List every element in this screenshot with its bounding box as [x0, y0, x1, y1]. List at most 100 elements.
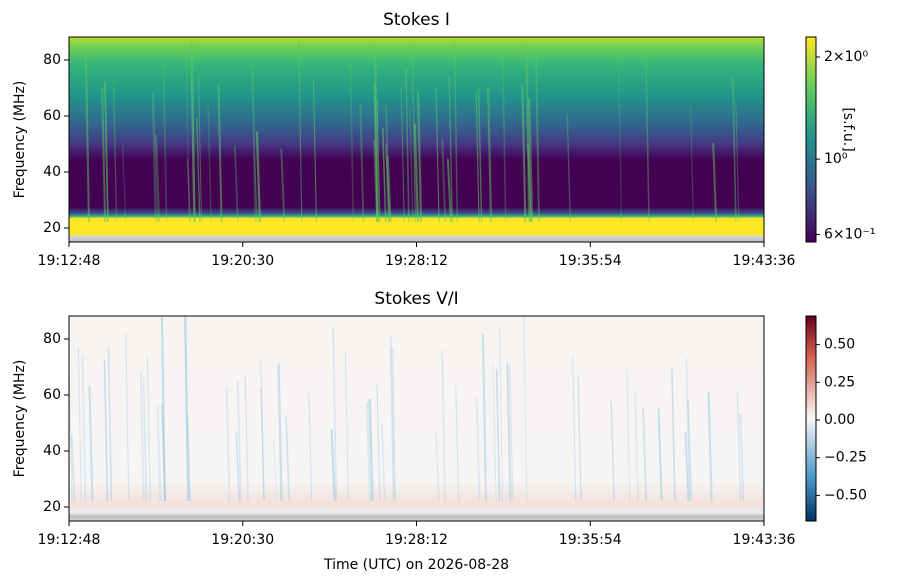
burst-streak	[207, 101, 212, 223]
burst-streak	[572, 355, 577, 502]
burst-streak	[657, 408, 663, 502]
colorbar-tick-label: −0.50	[824, 487, 867, 503]
y-tick-label: 20	[43, 220, 61, 236]
burst-streak	[146, 356, 151, 502]
burst-streak	[400, 87, 405, 223]
burst-streak	[162, 64, 168, 223]
colorbar-tick-label: 0.00	[824, 412, 855, 428]
burst-streak	[577, 376, 582, 502]
colorbar-tick-label: −0.25	[824, 450, 867, 466]
burst-streak	[707, 392, 713, 502]
burst-streak	[525, 55, 531, 223]
y-tick-label: 60	[43, 387, 61, 403]
burst-streak	[481, 333, 487, 502]
burst-streak	[260, 387, 265, 502]
burst-streak	[186, 413, 192, 502]
burst-streak	[77, 346, 82, 502]
colorbar-tick-label: 0.50	[824, 337, 855, 353]
burst-streak	[373, 83, 379, 223]
burst-streak	[687, 398, 692, 502]
burst-streak	[160, 317, 167, 502]
burst-streak	[435, 431, 440, 502]
burst-streak	[634, 391, 639, 502]
colorbar	[805, 315, 817, 522]
y-tick-label: 80	[43, 52, 61, 68]
burst-streak	[735, 100, 740, 223]
burst-streak	[642, 407, 648, 502]
burst-streak	[739, 414, 745, 502]
burst-streak	[81, 354, 87, 502]
x-tick-label: 19:20:30	[211, 532, 274, 548]
colorbar	[805, 36, 817, 243]
colorbar-tick-label: 2×10⁰	[824, 49, 868, 65]
burst-streak	[486, 86, 493, 223]
x-tick-label: 19:28:12	[385, 532, 448, 548]
burst-streak	[68, 375, 73, 502]
burst-streak	[253, 154, 258, 223]
burst-streak	[525, 46, 530, 223]
burst-streak	[499, 328, 504, 502]
x-tick-label: 19:28:12	[385, 253, 448, 269]
burst-streak	[251, 66, 257, 223]
burst-streak	[255, 131, 262, 223]
burst-streak	[330, 429, 336, 502]
burst-streak	[368, 398, 374, 502]
burst-streak	[441, 350, 446, 502]
burst-streak	[156, 405, 162, 502]
burst-streak	[332, 327, 338, 502]
burst-streak	[389, 335, 395, 502]
y-axis-label: Frequency (MHz)	[12, 360, 28, 478]
burst-streak	[103, 359, 109, 502]
burst-streak	[380, 422, 386, 502]
burst-streak	[495, 369, 501, 502]
burst-streak	[186, 158, 192, 223]
y-tick-label: 60	[43, 108, 61, 124]
burst-streak	[234, 145, 239, 223]
burst-streak	[501, 47, 507, 223]
burst-streak	[285, 416, 290, 502]
burst-streak	[448, 77, 453, 223]
burst-streak	[736, 390, 742, 502]
burst-streak	[527, 98, 534, 223]
y-axis-label: Frequency (MHz)	[12, 81, 28, 199]
burst-streak	[236, 380, 242, 502]
burst-streak	[416, 91, 423, 223]
burst-streak	[411, 43, 417, 223]
burst-streak	[196, 117, 201, 223]
burst-streak	[446, 158, 452, 223]
burst-streak	[523, 316, 528, 502]
burst-streak	[610, 401, 615, 502]
burst-streak	[492, 363, 497, 502]
burst-streak	[142, 377, 148, 502]
burst-streak	[88, 385, 94, 502]
burst-streak	[684, 432, 690, 502]
burst-streak	[104, 82, 109, 223]
burst-streak	[312, 80, 317, 223]
burst-streak	[154, 134, 161, 223]
burst-streak	[405, 67, 410, 223]
burst-streak	[84, 55, 90, 223]
burst-streak	[308, 393, 313, 502]
burst-streak	[122, 145, 127, 223]
colorbar-label: [s.f.u.]	[840, 107, 856, 151]
burst-streak	[376, 99, 381, 223]
burst-streak	[732, 76, 737, 223]
panel-title: Stokes V/I	[374, 289, 458, 309]
burst-streak	[112, 80, 118, 223]
burst-streak	[184, 316, 190, 502]
burst-streak	[475, 91, 480, 223]
burst-streak	[645, 58, 650, 223]
burst-streak	[475, 397, 481, 502]
colorbar-tick-label: 0.25	[824, 374, 855, 390]
burst-streak	[521, 85, 527, 223]
burst-streak	[712, 142, 718, 223]
y-tick-label: 40	[43, 443, 61, 459]
burst-streak	[386, 155, 392, 223]
burst-streak	[376, 383, 381, 502]
x-tick-label: 19:12:48	[38, 253, 101, 269]
x-tick-label: 19:20:30	[211, 253, 274, 269]
x-axis-label: Time (UTC) on 2026-08-28	[323, 557, 509, 573]
burst-streak	[455, 385, 460, 502]
burst-streak	[139, 371, 145, 502]
burst-streak	[359, 104, 365, 223]
